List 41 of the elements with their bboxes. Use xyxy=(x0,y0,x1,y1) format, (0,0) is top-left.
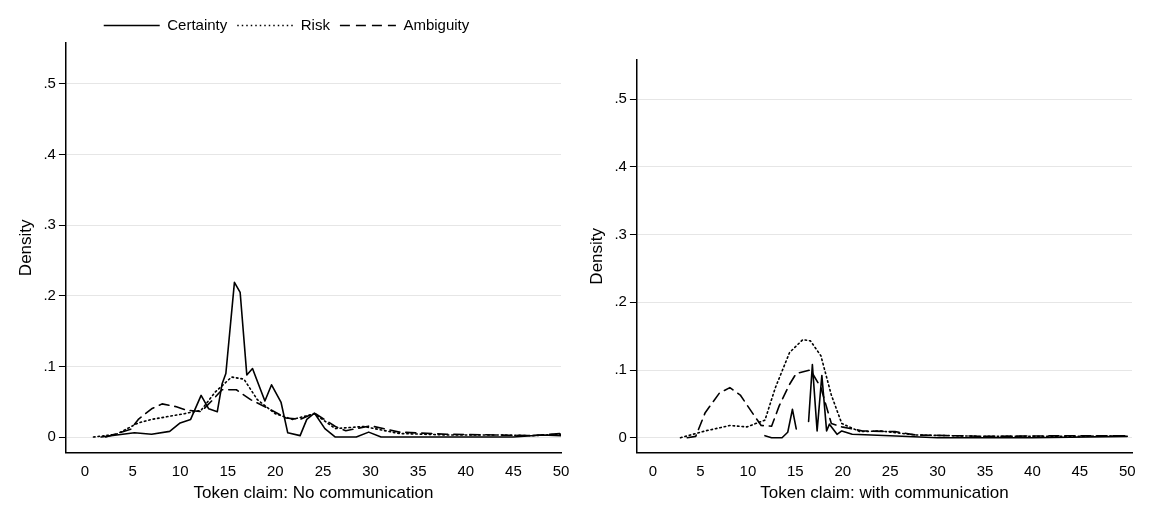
x-tick-label: 35 xyxy=(409,461,427,479)
legend-label: Certainty xyxy=(167,15,228,33)
x-tick-label: 5 xyxy=(696,461,705,479)
y-axis-title: Density xyxy=(15,218,35,277)
x-tick-label: 50 xyxy=(552,461,570,479)
x-tick-label: 25 xyxy=(314,461,332,479)
x-tick-label: 40 xyxy=(457,461,475,479)
x-tick-label: 50 xyxy=(1118,461,1136,479)
y-tick-label: .5 xyxy=(43,74,56,92)
y-tick-label: .3 xyxy=(614,224,627,242)
x-tick-label: 40 xyxy=(1024,461,1041,479)
y-tick-label: 0 xyxy=(618,427,627,445)
legend-label: Risk xyxy=(300,15,331,33)
x-tick-label: 25 xyxy=(881,461,899,479)
x-axis-title: Token claim: No communication xyxy=(193,483,434,503)
y-tick-label: 0 xyxy=(47,427,56,445)
x-tick-label: 45 xyxy=(1071,461,1089,479)
x-tick-label: 15 xyxy=(219,461,237,479)
legend-label: Ambiguity xyxy=(403,15,470,33)
x-tick-label: 30 xyxy=(929,461,946,479)
y-tick-label: .1 xyxy=(43,356,56,374)
y-tick-label: .5 xyxy=(614,89,627,107)
x-tick-label: 30 xyxy=(362,461,379,479)
x-axis-title: Token claim: with communication xyxy=(760,483,1009,503)
y-tick-label: .1 xyxy=(614,360,627,378)
x-tick-label: 0 xyxy=(80,461,90,479)
y-tick-label: .2 xyxy=(614,292,627,310)
y-tick-label: .4 xyxy=(614,157,627,175)
y-axis-title: Density xyxy=(586,227,606,285)
x-tick-label: 10 xyxy=(739,461,757,479)
x-tick-label: 45 xyxy=(505,461,522,479)
y-tick-label: .2 xyxy=(43,285,56,303)
y-tick-label: .3 xyxy=(43,215,56,233)
x-tick-label: 0 xyxy=(648,461,658,479)
x-tick-label: 20 xyxy=(834,461,852,479)
x-tick-label: 20 xyxy=(267,461,284,479)
x-tick-label: 15 xyxy=(786,461,804,479)
x-tick-label: 10 xyxy=(171,461,189,479)
x-tick-label: 35 xyxy=(976,461,994,479)
x-tick-label: 5 xyxy=(128,461,137,479)
y-tick-label: .4 xyxy=(43,144,56,162)
